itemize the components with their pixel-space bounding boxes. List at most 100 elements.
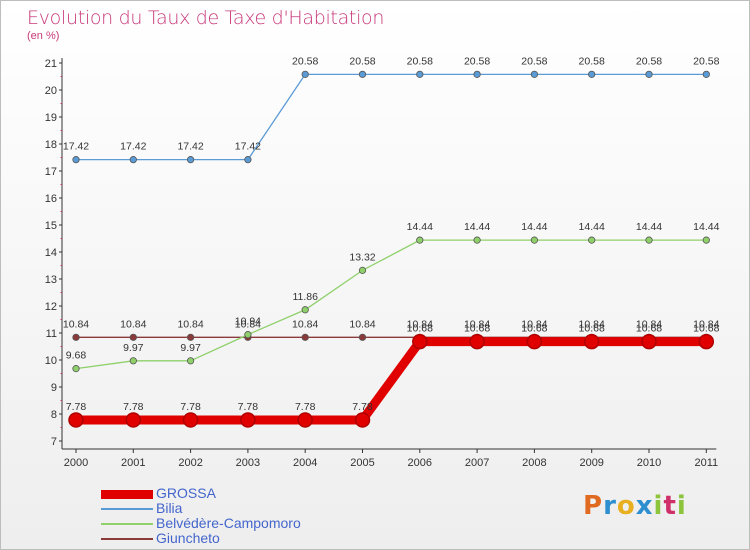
- legend-label: Bilia: [156, 500, 183, 516]
- data-label-giuncheto: 10.84: [349, 318, 375, 330]
- x-tick-label: 2011: [694, 457, 718, 469]
- data-label-belvedere-campomoro: 9.97: [180, 342, 201, 354]
- data-label-bilia: 20.58: [579, 55, 605, 67]
- data-label-giuncheto: 10.84: [464, 318, 490, 330]
- legend-label: Belvédère-Campomoro: [156, 515, 301, 531]
- y-tick-label: 19: [45, 112, 57, 124]
- y-tick-label: 13: [45, 274, 57, 286]
- data-label-belvedere-campomoro: 9.68: [66, 350, 87, 362]
- data-point-bilia: [187, 156, 195, 164]
- y-tick-label: 8: [51, 409, 57, 421]
- data-label-giuncheto: 10.84: [292, 318, 318, 330]
- data-point-bilia: [72, 156, 80, 164]
- data-label-bilia: 17.42: [235, 141, 261, 153]
- data-point-grossa: [297, 412, 313, 428]
- data-label-bilia: 20.58: [636, 55, 662, 67]
- legend: GROSSA Bilia Belvédère-Campomoro Giuncheto: [101, 486, 401, 546]
- data-point-grossa: [125, 412, 142, 428]
- series-line-belvedere-campomoro: [75, 239, 707, 370]
- logo-letter: i: [653, 491, 664, 521]
- data-label-grossa: 7.78: [123, 401, 144, 413]
- data-label-bilia: 17.42: [120, 141, 146, 153]
- data-label-grossa: 10.68: [636, 323, 662, 335]
- data-point-giuncheto: [358, 333, 367, 341]
- legend-swatch: [101, 523, 153, 525]
- data-label-belvedere-campomoro: 14.44: [521, 221, 547, 233]
- y-tick-label: 7: [51, 436, 57, 448]
- data-point-belvedere-campomoro: [129, 357, 137, 365]
- y-tick-label: 21: [45, 58, 57, 70]
- data-point-belvedere-campomoro: [702, 236, 710, 244]
- data-point-grossa: [354, 412, 371, 428]
- data-label-grossa: 10.68: [521, 323, 547, 335]
- x-tick-label: 2003: [236, 457, 260, 469]
- logo-letter: P: [583, 491, 604, 521]
- y-tick-label: 15: [45, 220, 57, 232]
- data-point-grossa: [526, 333, 543, 350]
- data-point-giuncheto: [301, 333, 309, 341]
- data-point-bilia: [473, 70, 481, 78]
- data-point-grossa: [698, 333, 715, 350]
- data-point-belvedere-campomoro: [187, 357, 195, 365]
- y-tick-label: 11: [46, 328, 57, 340]
- x-tick-label: 2004: [293, 457, 317, 469]
- unit-label: (en %): [27, 30, 60, 42]
- legend-item-giuncheto: Giuncheto: [101, 531, 401, 546]
- data-point-bilia: [244, 156, 252, 164]
- y-tick-label: 14: [45, 247, 57, 259]
- legend-swatch: [101, 489, 153, 499]
- data-point-grossa: [412, 333, 428, 350]
- x-tick-label: 2002: [178, 457, 202, 469]
- legend-item-grossa: GROSSA: [101, 486, 401, 501]
- y-tick-label: 12: [45, 301, 57, 313]
- data-point-bilia: [645, 70, 653, 78]
- data-label-grossa: 10.68: [693, 323, 719, 335]
- data-label-bilia: 17.42: [177, 141, 203, 153]
- data-label-giuncheto: 10.84: [235, 318, 261, 330]
- data-point-grossa: [68, 412, 84, 428]
- data-label-giuncheto: 10.84: [521, 318, 547, 330]
- data-point-belvedere-campomoro: [645, 236, 653, 244]
- data-point-belvedere-campomoro: [301, 306, 309, 314]
- data-label-bilia: 20.58: [464, 55, 490, 67]
- data-point-belvedere-campomoro: [530, 236, 539, 244]
- x-tick-label: 2008: [522, 457, 546, 469]
- legend-label: Giuncheto: [156, 530, 220, 546]
- data-label-grossa: 10.68: [464, 323, 490, 335]
- data-label-grossa: 7.78: [238, 401, 259, 413]
- data-label-grossa: 7.78: [295, 401, 316, 413]
- data-point-grossa: [182, 412, 199, 428]
- data-point-giuncheto: [129, 333, 137, 341]
- legend-swatch: [101, 538, 153, 540]
- legend-item-belvedere-campomoro: Belvédère-Campomoro: [101, 516, 401, 531]
- logo-letter: t: [663, 491, 677, 521]
- data-point-belvedere-campomoro: [72, 365, 80, 373]
- x-tick-label: 2006: [408, 457, 432, 469]
- data-label-belvedere-campomoro: 14.44: [636, 221, 662, 233]
- legend-item-bilia: Bilia: [101, 501, 401, 516]
- legend-label: GROSSA: [156, 485, 216, 501]
- logo-letter: r: [603, 491, 617, 521]
- data-label-grossa: 7.78: [66, 401, 87, 413]
- data-label-bilia: 20.58: [349, 55, 375, 67]
- data-point-bilia: [588, 70, 596, 78]
- series-line-grossa: [71, 337, 711, 425]
- data-label-giuncheto: 10.84: [63, 318, 89, 330]
- data-label-belvedere-campomoro: 11.86: [292, 291, 318, 303]
- data-label-giuncheto: 10.84: [120, 318, 146, 330]
- x-tick-label: 2001: [121, 457, 145, 469]
- data-point-bilia: [702, 70, 710, 78]
- data-point-grossa: [469, 333, 485, 350]
- y-tick-label: 9: [51, 382, 57, 394]
- x-tick-label: 2007: [465, 457, 489, 469]
- y-tick-label: 20: [45, 85, 57, 97]
- proxiti-logo: Proxiti: [583, 491, 687, 521]
- data-point-giuncheto: [72, 333, 80, 341]
- data-point-bilia: [129, 156, 137, 164]
- data-label-bilia: 20.58: [407, 55, 433, 67]
- data-point-belvedere-campomoro: [244, 331, 252, 339]
- data-label-belvedere-campomoro: 10.94: [235, 316, 261, 328]
- y-tick-label: 10: [45, 355, 57, 367]
